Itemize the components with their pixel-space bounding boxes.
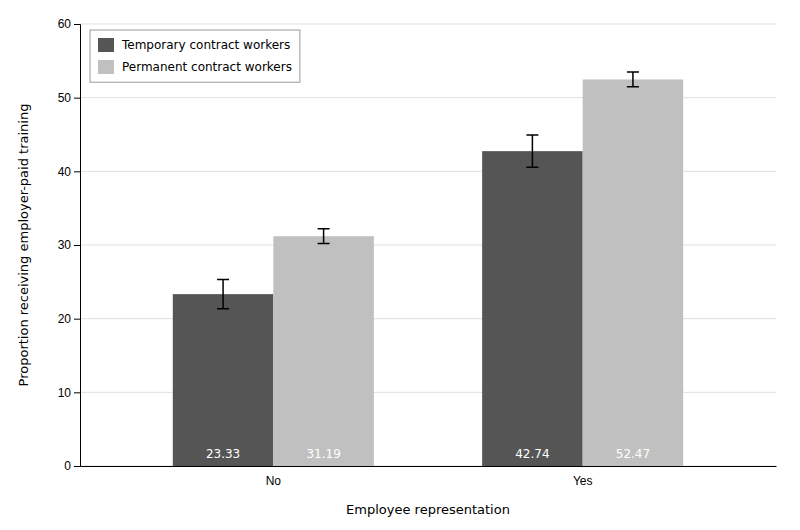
tick-label: 30: [58, 238, 72, 252]
y-tick: 30: [58, 238, 80, 252]
data-label: 42.74: [515, 447, 549, 461]
data-label: 52.47: [616, 447, 650, 461]
error-bar: [526, 135, 538, 167]
legend-swatch: [98, 60, 114, 74]
error-bar: [217, 279, 229, 308]
x-axis: No Yes: [81, 466, 777, 488]
tick-mark: [74, 319, 80, 320]
data-labels: 23.33 42.74 31.19 52.47: [206, 447, 650, 461]
tick-label: 20: [58, 312, 72, 326]
bar: [273, 236, 374, 466]
y-tick: 60: [58, 17, 80, 31]
axis-line: [74, 25, 81, 467]
tick-mark: [74, 24, 80, 25]
error-bar-line: [318, 229, 330, 244]
legend-box: [90, 30, 300, 82]
tick-mark: [74, 98, 80, 99]
chart-container: 0 10 20 30 40 50 60 No Yes 23.33 42.74 31.19 52.47 Pr…: [0, 0, 800, 530]
axis-line: [81, 466, 777, 467]
tick-label: 0: [64, 459, 71, 473]
tick-mark: [74, 392, 80, 393]
y-axis: 0 10 20 30 40 50 60: [58, 17, 81, 473]
bar-series: [173, 135, 583, 466]
bar: [173, 294, 274, 466]
y-tick: 40: [58, 165, 80, 179]
error-bar: [318, 229, 330, 244]
chart: 0 10 20 30 40 50 60 No Yes 23.33 42.74 31.19 52.47 Pr…: [0, 0, 800, 530]
legend-item: Permanent contract workers: [98, 60, 292, 74]
error-bar-line: [217, 279, 229, 308]
error-bar: [627, 72, 639, 87]
legend-label: Permanent contract workers: [122, 60, 292, 74]
tick-label: Yes: [573, 474, 593, 488]
legend: Temporary contract workers Permanent cont…: [90, 30, 300, 82]
tick-label: 50: [58, 91, 72, 105]
legend-swatch: [98, 38, 114, 52]
error-bar-line: [627, 72, 639, 87]
data-label: 23.33: [206, 447, 240, 461]
tick-mark: [74, 171, 80, 172]
bar-series: [273, 72, 683, 466]
bar: [482, 151, 583, 466]
error-bar-line: [526, 135, 538, 167]
data-label: 31.19: [306, 447, 340, 461]
y-tick: 0: [64, 459, 80, 473]
tick-label: 40: [58, 165, 72, 179]
plot: 0 10 20 30 40 50 60 No Yes 23.33 42.74 31.19 52.47 Pr…: [16, 17, 777, 517]
tick-label: No: [266, 474, 282, 488]
marks: [173, 72, 683, 466]
tick-mark: [74, 245, 80, 246]
legend-item: Temporary contract workers: [98, 38, 290, 52]
bar: [583, 79, 684, 466]
y-tick: 10: [58, 386, 80, 400]
grid: [80, 24, 776, 466]
grid-line: [80, 24, 776, 25]
x-axis-title: Employee representation: [346, 502, 510, 517]
x-tick: No: [266, 466, 282, 488]
tick-mark: [74, 466, 80, 467]
legend-label: Temporary contract workers: [121, 38, 290, 52]
tick-label: 60: [58, 17, 72, 31]
y-tick: 50: [58, 91, 80, 105]
tick-label: 10: [58, 386, 72, 400]
y-tick: 20: [58, 312, 80, 326]
y-axis-title: Proportion receiving employer-paid train…: [16, 104, 31, 387]
x-tick: Yes: [573, 466, 593, 488]
